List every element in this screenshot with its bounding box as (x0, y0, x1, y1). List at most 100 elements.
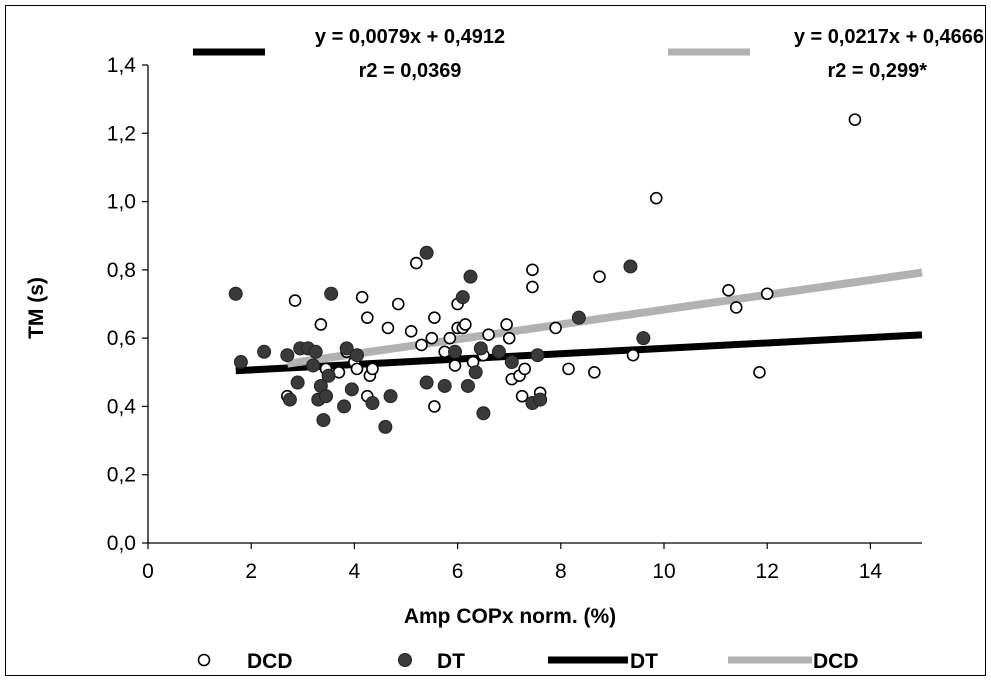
point-dt (491, 344, 506, 359)
point-dcd (760, 287, 774, 301)
point-dcd (314, 318, 328, 331)
legend-dt-marker (398, 653, 412, 667)
point-dt (636, 331, 651, 346)
point-dt (321, 368, 336, 383)
point-dt (378, 419, 393, 434)
point-dcd (562, 362, 575, 376)
x-tick-label: 8 (555, 560, 567, 583)
point-dt (228, 286, 243, 301)
point-dcd (381, 321, 395, 335)
legend-dcd-points-label: DCD (247, 650, 293, 673)
point-dt (437, 378, 452, 393)
point-dcd (588, 365, 601, 379)
point-dt (419, 245, 434, 260)
point-dcd (415, 338, 428, 352)
point-dt (233, 355, 248, 370)
point-dcd (500, 318, 513, 331)
x-tick-label: 10 (652, 560, 675, 583)
x-tick-label: 14 (859, 560, 883, 583)
x-axis-title: Amp COPx norm. (%) (404, 605, 616, 628)
point-dt (419, 375, 434, 390)
point-dcd (288, 294, 302, 307)
point-dt (571, 310, 586, 325)
point-dcd (410, 256, 423, 270)
point-dcd (459, 318, 472, 331)
point-dcd (366, 362, 379, 376)
point-dt (460, 378, 475, 393)
x-tick-label: 6 (452, 560, 464, 583)
point-dcd (729, 301, 743, 314)
point-dt (282, 392, 297, 407)
point-dt (463, 269, 478, 284)
point-dcd (404, 325, 418, 338)
point-dcd (502, 331, 516, 345)
x-tick-label: 2 (245, 560, 257, 583)
point-dt (290, 375, 305, 390)
x-tick-label: 4 (349, 560, 361, 583)
point-dcd (526, 280, 539, 294)
point-dcd (593, 270, 606, 283)
point-dcd (526, 263, 539, 277)
point-dcd (515, 389, 529, 403)
point-dt (319, 389, 334, 404)
legend-dcd-marker (197, 653, 211, 667)
y-tick-label: 0,4 (107, 395, 137, 418)
point-dcd (722, 284, 735, 297)
y-tick-label: 1,0 (107, 191, 136, 214)
x-tick-label: 0 (142, 560, 154, 583)
point-dt (476, 406, 491, 421)
x-tick-label: 12 (756, 560, 779, 583)
point-dt (365, 396, 380, 411)
legend-dcd-line-label: DCD (813, 650, 859, 673)
point-dcd (391, 297, 405, 311)
point-dcd (355, 290, 369, 304)
x-axis-ticks: 0 2 4 6 8 10 12 14 (142, 543, 882, 583)
y-axis-ticks: 0,0 0,2 0,4 0,6 0,8 1,0 1,2 1,4 (107, 54, 148, 555)
point-dcd (649, 191, 663, 205)
point-dt (316, 413, 331, 428)
point-dcd (626, 348, 640, 362)
y-tick-label: 1,4 (107, 54, 137, 77)
point-dt (337, 399, 352, 414)
point-dcd (848, 113, 862, 126)
point-dt (339, 341, 354, 356)
point-dt (344, 382, 359, 397)
point-dcd (443, 331, 457, 345)
trendline-dcd (286, 268, 923, 368)
point-dcd (350, 362, 364, 376)
point-dcd (448, 359, 462, 372)
point-dt (308, 344, 323, 359)
legend-dt-line-label: DT (630, 650, 658, 673)
point-dt (473, 341, 488, 356)
point-dt (257, 344, 272, 359)
point-dcd (482, 328, 495, 342)
point-dt (349, 348, 364, 363)
y-tick-label: 0,6 (107, 327, 136, 350)
point-dt (455, 290, 470, 305)
point-dcd (360, 311, 374, 324)
legend: DCD DT DT DCD (197, 650, 859, 673)
point-dt (504, 355, 519, 370)
y-tick-label: 0,2 (107, 464, 136, 487)
dt-r2: r2 = 0,0369 (359, 60, 462, 82)
point-dt (468, 365, 483, 380)
legend-dt-points-label: DT (437, 650, 465, 673)
point-dcd (428, 400, 441, 413)
point-dcd (428, 311, 441, 324)
point-dt (280, 348, 295, 363)
point-dt (530, 348, 545, 363)
y-tick-label: 0,0 (107, 532, 136, 555)
point-dt (306, 358, 321, 373)
point-dt (533, 392, 548, 407)
axes (147, 65, 922, 544)
dcd-equation: y = 0,0217x + 0,4666 (794, 26, 984, 48)
point-dt (324, 286, 339, 301)
dt-equation: y = 0,0079x + 0,4912 (315, 26, 505, 48)
dcd-r2: r2 = 0,299* (827, 60, 927, 82)
chart-frame (5, 5, 986, 676)
point-dt (448, 344, 463, 359)
point-dt (623, 259, 638, 274)
point-dcd (425, 331, 439, 345)
data-points (228, 113, 862, 434)
